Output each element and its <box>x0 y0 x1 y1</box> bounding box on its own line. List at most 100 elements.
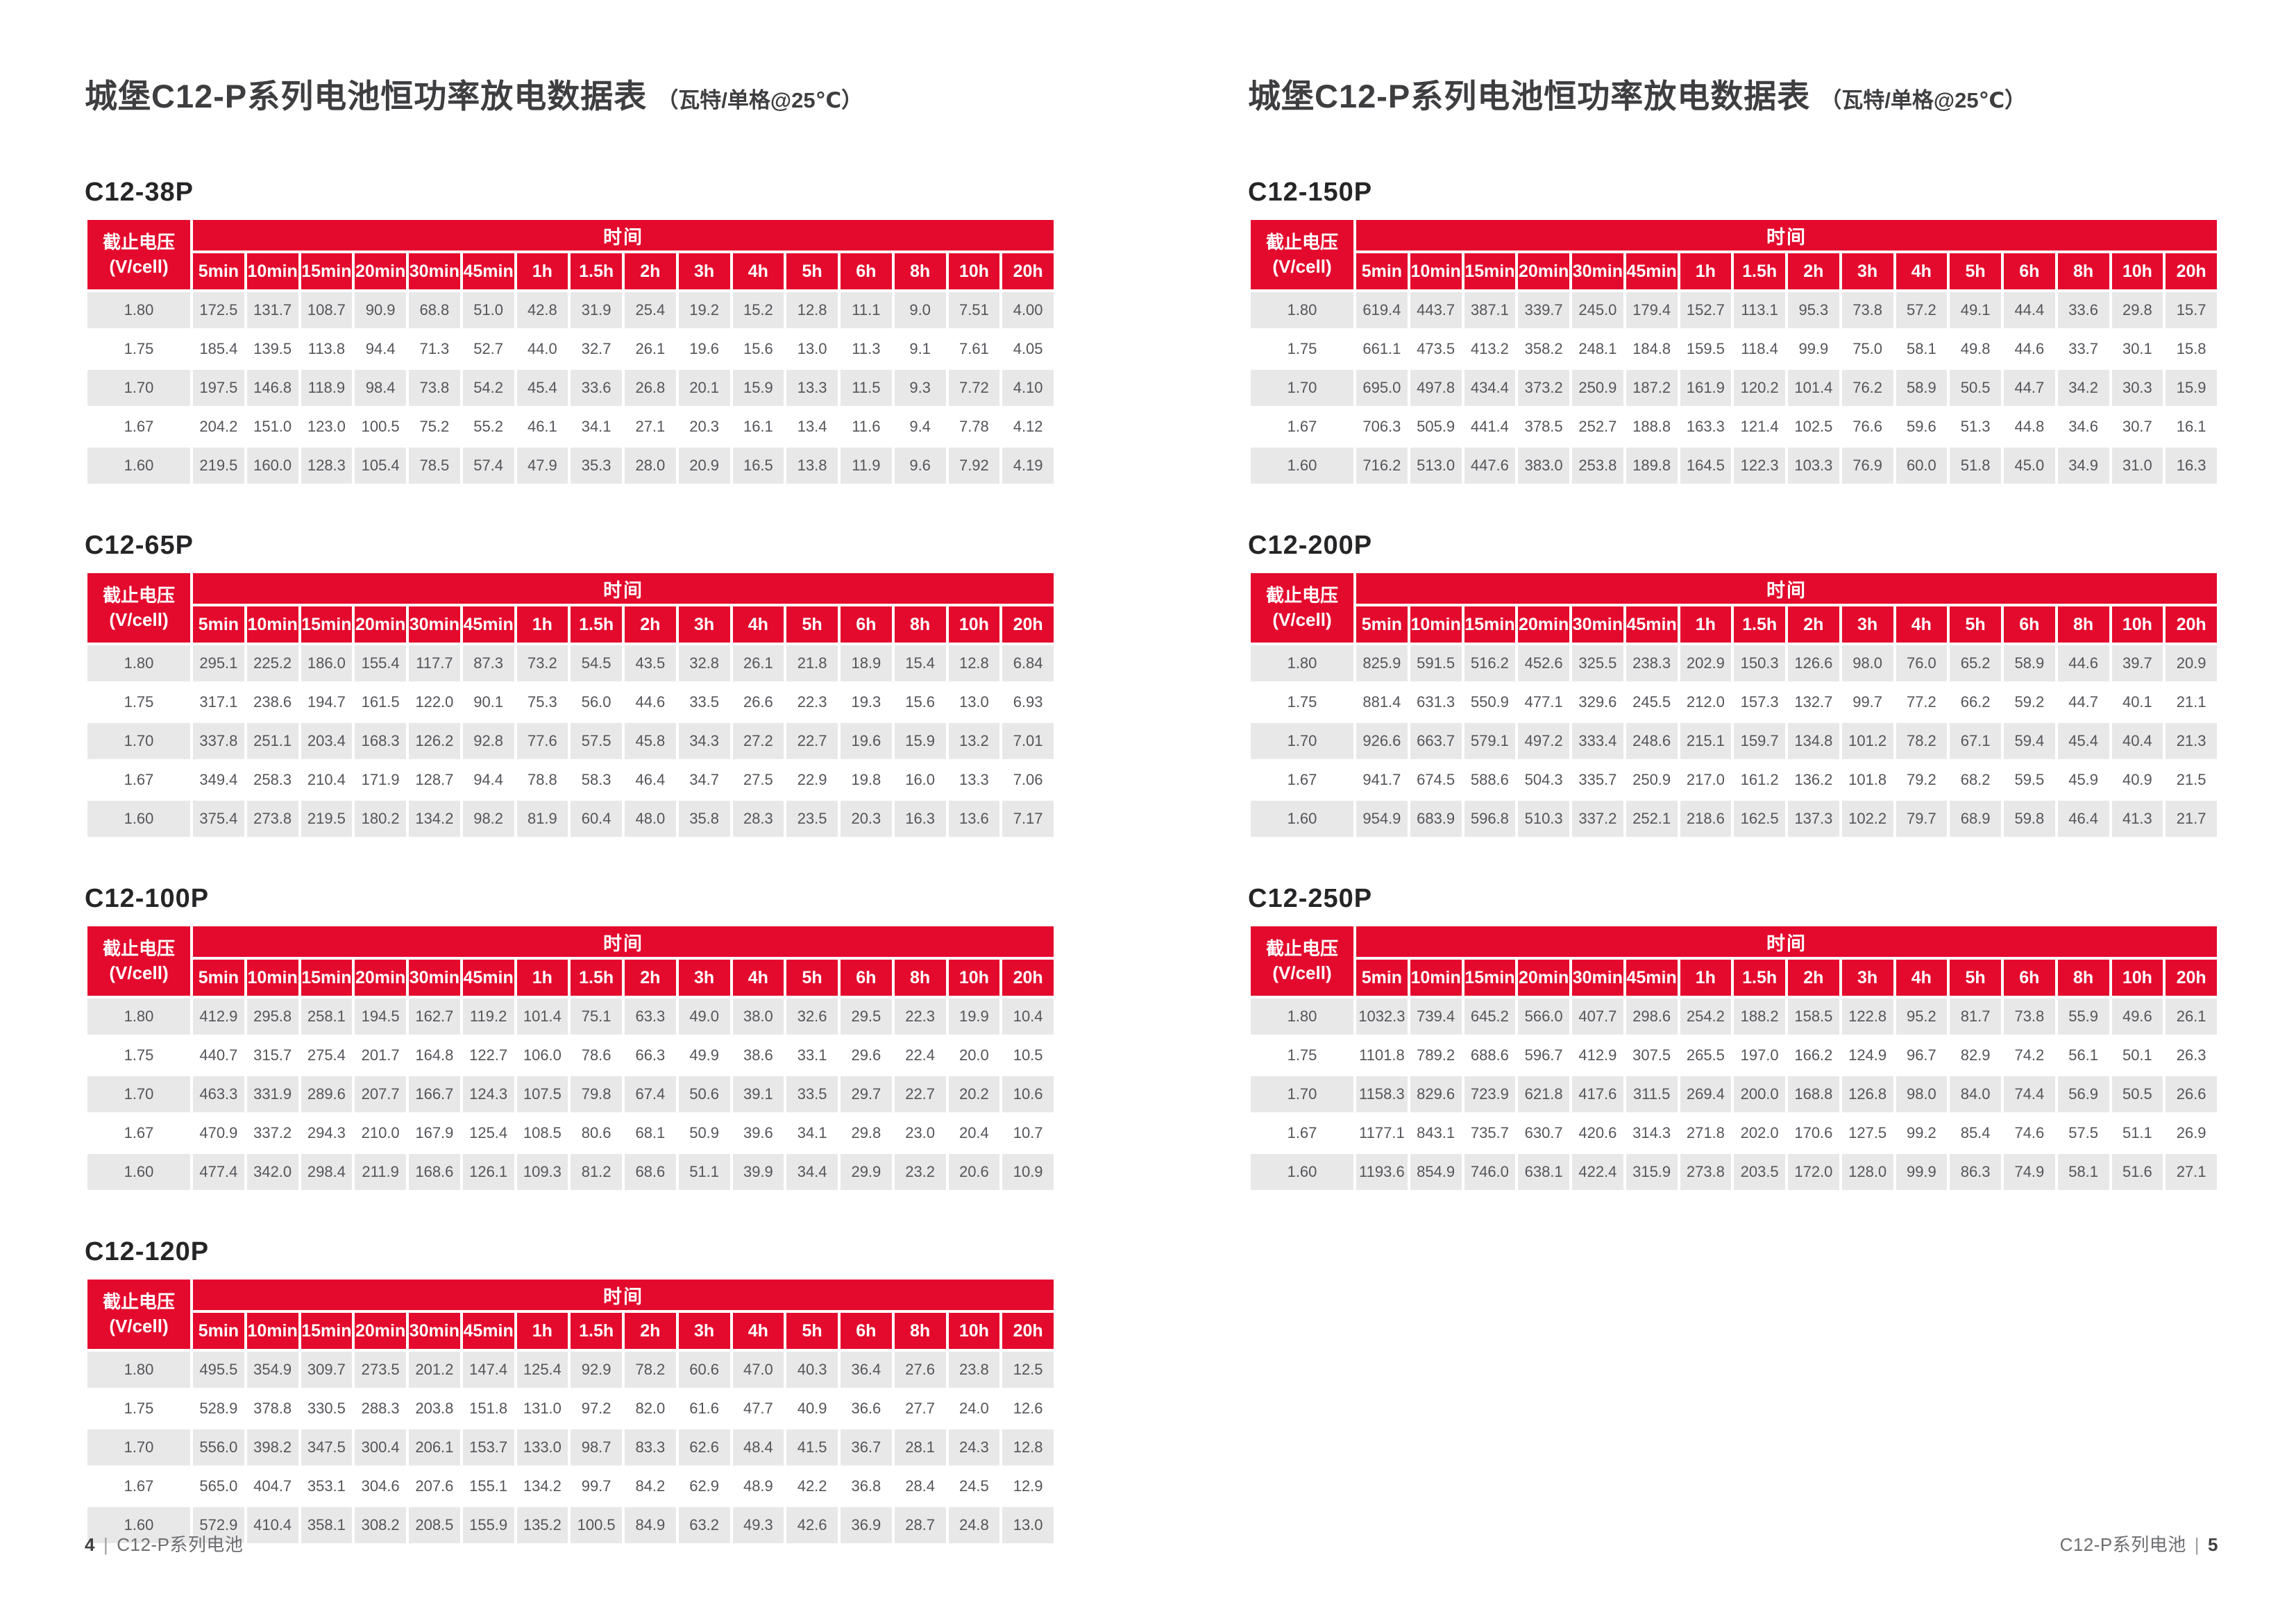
time-column-header: 20h <box>1002 960 1054 996</box>
value-cell: 49.8 <box>1950 331 2001 368</box>
value-cell: 19.9 <box>948 999 1000 1035</box>
value-cell: 24.8 <box>948 1507 1000 1544</box>
time-column-header: 1.5h <box>571 1313 622 1350</box>
value-cell: 15.7 <box>2166 292 2217 329</box>
value-cell: 337.2 <box>1572 801 1623 838</box>
header-row-columns: 5min 10min 15min 20min 30min 45min 1h 1.5h 2h 3h 4… <box>87 960 1054 996</box>
time-column-header: 10min <box>246 606 298 643</box>
value-cell: 29.8 <box>2111 292 2163 329</box>
data-row: 1.60 219.5 160.0 128.3 105.4 78.5 57.4 47.9 35.3… <box>87 448 1054 484</box>
value-cell: 159.5 <box>1680 331 1732 368</box>
value-cell: 688.6 <box>1464 1037 1516 1074</box>
page-title-suffix: （瓦特/单格@25℃） <box>657 88 863 112</box>
value-cell: 20.4 <box>948 1115 1000 1152</box>
time-column-header: 1.5h <box>571 606 622 643</box>
voltage-cell: 1.67 <box>87 1115 190 1152</box>
value-cell: 9.1 <box>894 331 946 368</box>
voltage-header-label: 截止电压 <box>1265 231 1338 253</box>
value-cell: 638.1 <box>1518 1154 1569 1191</box>
value-cell: 591.5 <box>1410 645 1462 682</box>
value-cell: 147.4 <box>462 1352 514 1388</box>
value-cell: 119.2 <box>462 999 514 1035</box>
value-cell: 941.7 <box>1356 762 1408 799</box>
footer-right: C12-P系列电池 | 5 <box>2060 1531 2218 1556</box>
time-column-header: 2h <box>625 606 676 643</box>
value-cell: 13.3 <box>948 762 1000 799</box>
table-block-c12-38p: C12-38P 截止电压 (V/cell) 时间 5min 10min 15min 20min… <box>85 178 1148 486</box>
data-row: 1.75 1101.8 789.2 688.6 596.7 412.9 307.5 265.5… <box>1251 1037 2217 1074</box>
time-column-header: 15min <box>301 1313 353 1350</box>
value-cell: 661.1 <box>1356 331 1408 368</box>
voltage-header-cell: 截止电压 (V/cell) <box>1251 220 1353 290</box>
value-cell: 22.7 <box>894 1076 946 1113</box>
value-cell: 180.2 <box>355 801 406 838</box>
value-cell: 26.6 <box>732 684 784 721</box>
value-cell: 723.9 <box>1464 1076 1516 1113</box>
time-column-header: 1.5h <box>571 253 622 290</box>
value-cell: 203.4 <box>301 723 353 760</box>
value-cell: 151.8 <box>462 1391 514 1427</box>
time-column-header: 30min <box>1572 606 1623 643</box>
value-cell: 102.2 <box>1841 801 1893 838</box>
value-cell: 300.4 <box>355 1429 406 1466</box>
voltage-header-label: 截止电压 <box>102 937 175 959</box>
value-cell: 102.5 <box>1788 409 1839 445</box>
value-cell: 137.3 <box>1788 801 1839 838</box>
time-column-header: 1h <box>1680 960 1732 996</box>
header-row-time-band: 截止电压 (V/cell) 时间 <box>1251 220 2217 290</box>
value-cell: 38.0 <box>732 999 784 1035</box>
value-cell: 166.2 <box>1788 1037 1839 1074</box>
value-cell: 9.4 <box>894 409 946 445</box>
value-cell: 56.9 <box>2057 1076 2109 1113</box>
value-cell: 34.6 <box>2057 409 2109 445</box>
value-cell: 153.7 <box>462 1429 514 1466</box>
value-cell: 470.9 <box>193 1115 244 1152</box>
value-cell: 11.5 <box>841 370 892 407</box>
value-cell: 78.5 <box>409 448 460 484</box>
value-cell: 77.2 <box>1896 684 1948 721</box>
voltage-cell: 1.80 <box>87 645 190 682</box>
value-cell: 152.7 <box>1680 292 1732 329</box>
time-column-header: 4h <box>732 960 784 996</box>
time-column-header: 45min <box>1626 606 1678 643</box>
header-row-time-band: 截止电压 (V/cell) 时间 <box>87 926 1054 996</box>
value-cell: 66.2 <box>1950 684 2001 721</box>
value-cell: 252.7 <box>1572 409 1623 445</box>
data-row: 1.67 565.0 404.7 353.1 304.6 207.6 155.1 134.2 9… <box>87 1468 1054 1505</box>
value-cell: 245.5 <box>1626 684 1678 721</box>
value-cell: 51.8 <box>1950 448 2001 484</box>
value-cell: 132.7 <box>1788 684 1839 721</box>
value-cell: 26.1 <box>732 645 784 682</box>
value-cell: 60.0 <box>1896 448 1948 484</box>
time-column-header: 6h <box>2004 253 2055 290</box>
value-cell: 68.6 <box>625 1154 676 1191</box>
value-cell: 27.2 <box>732 723 784 760</box>
value-cell: 82.0 <box>625 1391 676 1427</box>
value-cell: 189.8 <box>1626 448 1678 484</box>
model-heading: C12-100P <box>85 884 210 914</box>
table-block-c12-100p: C12-100P 截止电压 (V/cell) 时间 5min 10min 15min 20mi… <box>85 884 1148 1193</box>
value-cell: 40.1 <box>2111 684 2163 721</box>
time-column-header: 15min <box>1464 960 1516 996</box>
value-cell: 413.2 <box>1464 331 1516 368</box>
value-cell: 122.8 <box>1841 999 1893 1035</box>
value-cell: 30.1 <box>2111 331 2163 368</box>
value-cell: 42.2 <box>786 1468 838 1505</box>
value-cell: 342.0 <box>246 1154 298 1191</box>
value-cell: 337.2 <box>246 1115 298 1152</box>
value-cell: 19.3 <box>841 684 892 721</box>
value-cell: 95.3 <box>1788 292 1839 329</box>
value-cell: 87.3 <box>462 645 514 682</box>
value-cell: 194.7 <box>301 684 353 721</box>
value-cell: 48.4 <box>732 1429 784 1466</box>
value-cell: 86.3 <box>1950 1154 2001 1191</box>
data-row: 1.60 954.9 683.9 596.8 510.3 337.2 252.1 218.6 1… <box>1251 801 2217 838</box>
value-cell: 739.4 <box>1410 999 1462 1035</box>
voltage-cell: 1.60 <box>87 1507 190 1544</box>
time-column-header: 30min <box>1572 253 1623 290</box>
value-cell: 441.4 <box>1464 409 1516 445</box>
value-cell: 443.7 <box>1410 292 1462 329</box>
value-cell: 44.6 <box>625 684 676 721</box>
value-cell: 6.84 <box>1002 645 1054 682</box>
